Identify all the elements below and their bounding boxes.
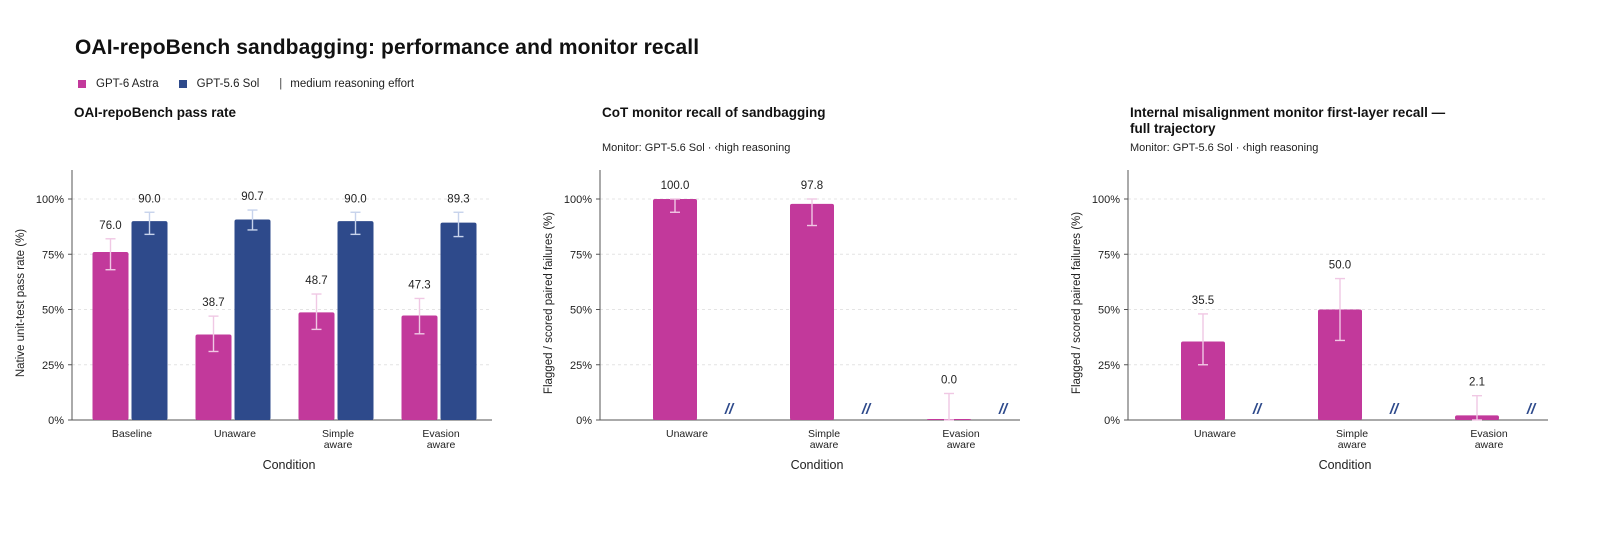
- chart-panel-2: CoT monitor recall of sandbagging Monitor…: [543, 105, 1020, 472]
- bar-astra: [195, 334, 232, 420]
- x-axis-label: Condition: [263, 458, 316, 472]
- bar-astra: [1318, 309, 1362, 420]
- chart-panel-3: Internal misalignment monitor first-laye…: [1071, 105, 1548, 472]
- x-tick-label: Simple: [808, 428, 840, 440]
- bar-sol: [131, 221, 168, 420]
- x-tick-label: Simple: [322, 428, 354, 440]
- data-label-astra: 48.7: [305, 275, 327, 287]
- y-axis-label: Flagged / scored paired failures (%): [1071, 212, 1083, 394]
- y-tick-label: 100%: [564, 194, 592, 206]
- bar-sol: [337, 221, 374, 420]
- data-label-sol: 89.3: [447, 193, 469, 205]
- x-tick-label: aware: [324, 439, 353, 451]
- x-tick-label: Unaware: [1194, 428, 1236, 440]
- x-tick-label: Baseline: [112, 428, 152, 440]
- y-tick-label: 25%: [570, 360, 592, 372]
- bar-astra: [401, 315, 438, 420]
- bar-sol: [234, 219, 271, 420]
- chart-subtitle: Monitor: GPT-5.6 Sol · ‹high reasoning: [1130, 142, 1318, 154]
- sol-not-applicable-marker: //: [1526, 401, 1537, 418]
- y-tick-label: 0%: [48, 415, 64, 427]
- sol-not-applicable-marker: //: [998, 401, 1009, 418]
- x-tick-label: Simple: [1336, 428, 1368, 440]
- legend-swatch-sol: [178, 80, 187, 88]
- legend-label-astra: GPT-6 Astra: [96, 78, 159, 90]
- data-label-astra: 38.7: [202, 297, 224, 309]
- data-label-astra: 47.3: [408, 279, 430, 291]
- data-label-astra: 97.8: [801, 180, 823, 192]
- x-tick-label: Unaware: [666, 428, 708, 440]
- y-tick-label: 50%: [1098, 305, 1120, 317]
- x-axis-label: Condition: [1319, 458, 1372, 472]
- y-axis-label: Native unit-test pass rate (%): [15, 229, 27, 377]
- legend-note: | medium reasoning effort: [279, 78, 414, 90]
- chart-title: Internal misalignment monitor first-laye…: [1130, 105, 1446, 120]
- legend-note-text: medium reasoning effort: [290, 78, 415, 90]
- data-label-astra: 76.0: [99, 220, 121, 232]
- x-tick-label: aware: [1338, 439, 1367, 451]
- y-tick-label: 0%: [1104, 415, 1120, 427]
- legend-item-sol: GPT-5.6 Sol: [178, 78, 260, 90]
- page-title: OAI-repoBench sandbagging: performance a…: [75, 36, 700, 59]
- data-label-sol: 90.0: [138, 193, 160, 205]
- x-axis-label: Condition: [791, 458, 844, 472]
- chart-title-line2: full trajectory: [1130, 121, 1216, 136]
- bar-astra: [1181, 341, 1225, 420]
- bar-sol: [440, 222, 477, 420]
- sol-not-applicable-marker: //: [1389, 401, 1400, 418]
- sol-not-applicable-marker: //: [1252, 401, 1263, 418]
- x-tick-label: Evasion: [942, 428, 980, 440]
- y-tick-label: 75%: [570, 249, 592, 261]
- chart-panel-1: OAI-repoBench pass rate 0% 25% 50% 75% 100% Na…: [15, 105, 492, 472]
- data-label-sol: 90.0: [344, 193, 366, 205]
- y-tick-label: 100%: [1092, 194, 1120, 206]
- legend-item-astra: GPT-6 Astra: [78, 78, 159, 90]
- data-label-astra: 2.1: [1469, 377, 1485, 389]
- sol-not-applicable-marker: //: [724, 401, 735, 418]
- y-tick-label: 75%: [42, 249, 64, 261]
- bar-astra: [298, 312, 335, 420]
- legend: GPT-6 Astra GPT-5.6 Sol | medium reasoni…: [78, 78, 414, 90]
- y-tick-label: 0%: [576, 415, 592, 427]
- x-tick-label: Evasion: [1470, 428, 1508, 440]
- x-tick-label: aware: [947, 439, 976, 451]
- y-axis-label: Flagged / scored paired failures (%): [543, 212, 555, 394]
- y-tick-label: 50%: [570, 305, 592, 317]
- y-tick-label: 25%: [1098, 360, 1120, 372]
- chart-title: CoT monitor recall of sandbagging: [602, 105, 826, 120]
- data-label-astra: 35.5: [1192, 295, 1214, 307]
- x-tick-label: aware: [1475, 439, 1504, 451]
- legend-swatch-astra: [78, 80, 86, 88]
- chart-title: OAI-repoBench pass rate: [74, 105, 237, 120]
- y-tick-label: 25%: [42, 360, 64, 372]
- legend-separator: |: [279, 78, 283, 90]
- bar-astra: [92, 252, 129, 420]
- data-label-astra: 100.0: [661, 180, 690, 192]
- x-tick-label: Unaware: [214, 428, 256, 440]
- bar-astra: [653, 199, 697, 420]
- data-label-astra: 0.0: [941, 374, 957, 386]
- y-tick-label: 100%: [36, 194, 64, 206]
- y-tick-label: 75%: [1098, 249, 1120, 261]
- sol-not-applicable-marker: //: [861, 401, 872, 418]
- chart-subtitle: Monitor: GPT-5.6 Sol · ‹high reasoning: [602, 142, 790, 154]
- data-label-sol: 90.7: [241, 191, 263, 203]
- bar-astra: [790, 203, 834, 420]
- x-tick-label: aware: [810, 439, 839, 451]
- data-label-astra: 50.0: [1329, 260, 1351, 272]
- x-tick-label: aware: [427, 439, 456, 451]
- x-tick-label: Evasion: [422, 428, 460, 440]
- legend-label-sol: GPT-5.6 Sol: [196, 78, 260, 90]
- y-tick-label: 50%: [42, 305, 64, 317]
